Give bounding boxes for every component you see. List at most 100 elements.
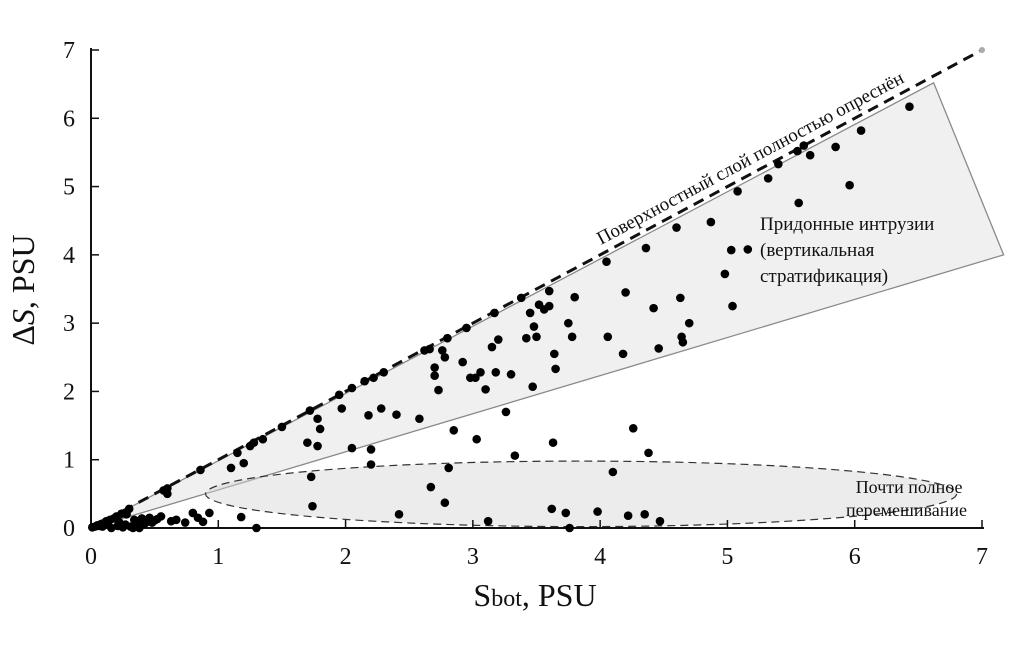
annotation-mixing-line-2: перемешивание [846, 500, 967, 520]
data-point [366, 460, 376, 469]
x-tick-label: 7 [976, 544, 988, 570]
data-point [672, 223, 681, 232]
data-point [443, 333, 452, 343]
data-point [805, 150, 815, 160]
data-point [471, 373, 480, 383]
data-point [501, 407, 511, 417]
y-tick-label: 6 [63, 106, 75, 132]
data-point [720, 269, 730, 279]
y-tick-label: 1 [63, 448, 75, 474]
data-point [593, 507, 602, 516]
data-point [733, 187, 742, 196]
data-point [561, 508, 571, 518]
x-tick-label: 1 [212, 544, 224, 570]
y-axis-label: ΔS, PSU [5, 234, 41, 345]
data-point [603, 332, 613, 342]
x-tick-label: 0 [85, 544, 97, 570]
data-point [565, 523, 574, 533]
data-point [490, 308, 499, 318]
data-point [196, 465, 205, 475]
data-point [366, 445, 376, 454]
data-point [163, 489, 172, 499]
data-point [845, 180, 854, 190]
data-point [743, 245, 753, 254]
data-point [249, 438, 259, 447]
data-point [644, 448, 653, 458]
data-point [678, 337, 688, 347]
data-point [544, 301, 554, 311]
data-point [799, 141, 809, 150]
data-point [376, 404, 386, 413]
data-point [444, 463, 453, 473]
data-point [124, 504, 134, 514]
data-point [313, 441, 322, 451]
data-point [364, 411, 373, 420]
y-tick-label: 4 [63, 243, 75, 269]
data-point [305, 406, 315, 415]
data-point [649, 303, 658, 313]
data-point [602, 257, 611, 266]
data-point [525, 308, 535, 318]
data-point [347, 383, 357, 393]
data-point [506, 370, 516, 379]
annotation-mixing-line-1: Почти полное [856, 477, 963, 497]
data-point [425, 344, 434, 354]
data-point [491, 368, 501, 377]
axes-layer: 0 1 2 3 4 5 6 7 0 1 2 3 4 5 6 7 [63, 38, 988, 570]
data-point [449, 426, 459, 435]
data-point [551, 364, 560, 374]
data-point [628, 424, 638, 433]
data-point [623, 511, 633, 521]
data-point [516, 293, 526, 303]
data-point [347, 443, 357, 453]
one-to-one-reference-line [90, 48, 983, 530]
data-point [334, 390, 344, 400]
data-point [308, 501, 317, 511]
data-point [252, 523, 261, 533]
x-tick-label: 5 [721, 544, 733, 570]
data-point [198, 517, 208, 527]
data-point [156, 512, 166, 521]
data-point [487, 342, 497, 352]
data-point [774, 159, 783, 169]
reference-line-end-marker [979, 47, 985, 53]
data-point [510, 451, 520, 460]
data-point [462, 323, 471, 333]
data-point [608, 467, 618, 477]
data-point [905, 102, 914, 111]
y-axis-label-unit: , PSU [5, 234, 41, 309]
x-axis-label: Sbot, PSU [473, 577, 596, 613]
data-point [618, 349, 628, 359]
data-point [544, 286, 554, 296]
data-point [481, 385, 490, 394]
data-point [379, 368, 389, 377]
data-point [529, 322, 539, 331]
data-point [430, 363, 439, 372]
data-point [641, 243, 651, 253]
data-point [483, 516, 493, 526]
data-point [528, 382, 537, 391]
data-point [676, 293, 685, 303]
data-point [793, 146, 802, 156]
x-axis-label-unit: , PSU [522, 577, 597, 613]
y-axis-label-var: S [5, 309, 41, 325]
data-point [180, 518, 190, 527]
points-layer [87, 102, 914, 533]
data-point [476, 368, 485, 377]
data-point [564, 318, 573, 328]
data-point [640, 510, 649, 519]
y-axis-label-prefix: Δ [5, 325, 41, 346]
y-tick-label: 0 [63, 516, 75, 542]
annotation-near-full-mixing: Почти полное перемешивание [846, 477, 967, 520]
data-point [430, 371, 439, 381]
data-point [550, 349, 559, 359]
data-point [494, 335, 503, 344]
data-point [226, 463, 236, 473]
data-point [458, 357, 467, 367]
mixing-ellipse-region [204, 460, 958, 528]
data-point [856, 126, 866, 135]
data-point [570, 292, 579, 302]
data-point [434, 385, 443, 395]
data-point [567, 332, 577, 342]
